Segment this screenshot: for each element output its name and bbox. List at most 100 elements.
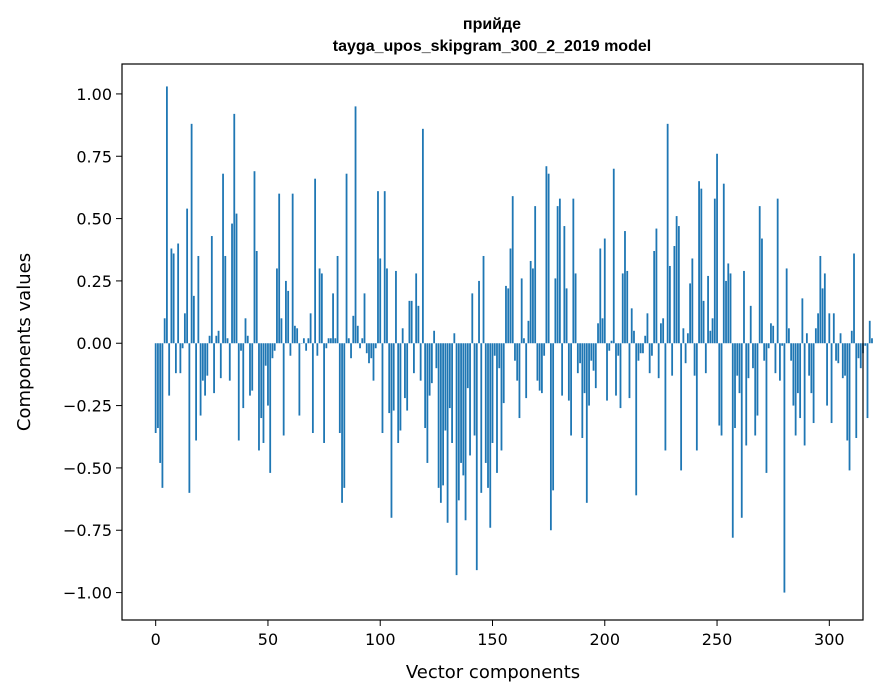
bar xyxy=(698,181,700,344)
bar xyxy=(527,320,530,344)
bar xyxy=(401,328,404,344)
bar xyxy=(799,343,802,419)
bar xyxy=(217,330,220,344)
bar xyxy=(347,338,350,344)
bar xyxy=(372,343,375,381)
bar xyxy=(743,270,745,344)
bar xyxy=(345,173,348,344)
bar xyxy=(547,173,550,344)
bar xyxy=(772,325,775,344)
chart-title-line1: прийде xyxy=(463,16,521,33)
bar xyxy=(590,343,593,361)
bar xyxy=(747,343,750,379)
bar xyxy=(484,343,487,463)
bar xyxy=(538,343,541,391)
bar xyxy=(289,343,292,356)
bar xyxy=(599,248,602,344)
bar xyxy=(359,343,361,349)
bar xyxy=(846,343,849,441)
bar xyxy=(695,343,698,451)
bar xyxy=(556,206,559,344)
bar xyxy=(421,128,424,344)
bar xyxy=(298,343,301,416)
bar xyxy=(830,343,833,424)
bar xyxy=(363,293,366,344)
bar xyxy=(296,328,299,344)
bar xyxy=(237,343,240,441)
bar xyxy=(671,343,674,376)
bar xyxy=(668,265,671,344)
bar xyxy=(635,343,638,496)
bar xyxy=(482,255,485,344)
bar xyxy=(480,343,483,493)
bar xyxy=(231,223,233,344)
x-tick-label: 100 xyxy=(365,630,396,649)
bar xyxy=(159,343,162,463)
bar xyxy=(262,343,265,443)
bar xyxy=(536,343,539,381)
bar xyxy=(835,343,837,361)
bar xyxy=(765,343,768,473)
bar xyxy=(594,343,597,389)
bar xyxy=(761,238,763,344)
bar xyxy=(287,290,290,344)
bar xyxy=(448,343,451,409)
bar xyxy=(549,343,552,531)
bar xyxy=(464,343,467,521)
bar xyxy=(276,268,278,344)
bar xyxy=(388,343,391,414)
bar xyxy=(844,343,846,376)
bar xyxy=(657,343,660,379)
bar xyxy=(437,343,440,488)
bar xyxy=(841,343,844,379)
bar xyxy=(455,343,458,576)
y-tick-label: −0.25 xyxy=(63,397,112,416)
bar xyxy=(606,343,608,401)
bar xyxy=(471,293,474,344)
bar xyxy=(334,338,337,344)
chart-title-line2: tayga_upos_skipgram_300_2_2019 model xyxy=(333,38,651,55)
bar xyxy=(729,273,732,344)
bar xyxy=(350,343,352,359)
bar xyxy=(832,313,835,344)
bar xyxy=(642,343,644,354)
bar xyxy=(302,338,305,344)
plot-area-frame xyxy=(121,63,864,621)
bar xyxy=(534,206,537,344)
bar xyxy=(866,343,869,419)
bar xyxy=(154,343,157,434)
bar xyxy=(507,288,510,344)
bar xyxy=(565,288,568,344)
bar xyxy=(424,343,427,429)
bar xyxy=(264,343,267,366)
bar xyxy=(201,343,204,381)
bar xyxy=(581,343,584,438)
bar xyxy=(763,343,766,361)
bar xyxy=(848,343,851,471)
bar xyxy=(260,343,263,419)
bar xyxy=(624,231,626,344)
bar xyxy=(179,343,182,374)
bar xyxy=(808,343,811,376)
bar xyxy=(161,343,164,488)
bar xyxy=(192,295,195,344)
bar xyxy=(426,343,429,463)
bar xyxy=(810,343,813,394)
bar xyxy=(417,305,420,344)
bar xyxy=(871,338,873,344)
bar xyxy=(734,343,736,429)
chart-title: прийде tayga_upos_skipgram_300_2_2019 mo… xyxy=(333,16,651,55)
bar xyxy=(790,343,793,361)
bar xyxy=(397,343,400,443)
x-tick-label: 200 xyxy=(589,630,620,649)
bar xyxy=(570,343,572,436)
bar xyxy=(803,343,806,446)
bar xyxy=(756,343,759,416)
bar xyxy=(381,343,384,434)
y-tick-label: −0.50 xyxy=(63,459,112,478)
bar xyxy=(478,280,480,344)
bar xyxy=(615,343,617,396)
bar xyxy=(240,343,242,351)
bar xyxy=(273,343,276,351)
